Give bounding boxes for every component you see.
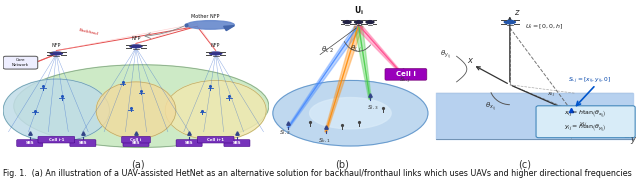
Text: $\theta_{l,j}$: $\theta_{l,j}$ bbox=[351, 43, 362, 55]
Ellipse shape bbox=[3, 79, 109, 142]
Text: Core
Network: Core Network bbox=[12, 58, 29, 67]
FancyBboxPatch shape bbox=[122, 136, 150, 143]
Text: $S_{l,3}$: $S_{l,3}$ bbox=[367, 104, 378, 112]
Ellipse shape bbox=[504, 20, 515, 24]
Ellipse shape bbox=[310, 98, 391, 129]
FancyBboxPatch shape bbox=[70, 140, 96, 146]
Text: x: x bbox=[467, 56, 472, 65]
Text: Backhaul: Backhaul bbox=[78, 28, 99, 36]
Text: NFP: NFP bbox=[131, 36, 141, 41]
Text: Cell i-1: Cell i-1 bbox=[49, 138, 64, 142]
Text: (b): (b) bbox=[335, 159, 349, 169]
Ellipse shape bbox=[96, 82, 176, 139]
Text: NFP: NFP bbox=[52, 43, 61, 48]
Ellipse shape bbox=[355, 21, 362, 23]
Ellipse shape bbox=[186, 21, 234, 29]
Text: y: y bbox=[630, 135, 636, 144]
Text: Fig. 1.  (a) An illustration of a UAV-assisted HetNet as an alternative solution: Fig. 1. (a) An illustration of a UAV-ass… bbox=[3, 169, 632, 178]
Text: (c): (c) bbox=[518, 159, 531, 169]
Ellipse shape bbox=[273, 80, 428, 146]
Ellipse shape bbox=[14, 65, 269, 147]
FancyBboxPatch shape bbox=[536, 106, 635, 138]
Text: $\theta_{y_{ij}}$: $\theta_{y_{ij}}$ bbox=[440, 49, 451, 61]
Polygon shape bbox=[287, 26, 363, 127]
FancyBboxPatch shape bbox=[38, 136, 75, 143]
Text: $y_{ij}$: $y_{ij}$ bbox=[579, 121, 588, 130]
Text: $x_{ij}$: $x_{ij}$ bbox=[547, 91, 555, 100]
FancyBboxPatch shape bbox=[224, 140, 250, 146]
Polygon shape bbox=[436, 93, 633, 139]
FancyBboxPatch shape bbox=[197, 136, 234, 143]
Text: SBS: SBS bbox=[185, 141, 193, 145]
Text: Cell i+1: Cell i+1 bbox=[207, 138, 224, 142]
Text: $x_{ij} = h\tan\!\left(\theta_{x_{ij}}\right)$: $x_{ij} = h\tan\!\left(\theta_{x_{ij}}\r… bbox=[564, 109, 607, 121]
Text: $S_{i,j}=[x_{ij},y_{ij},0]$: $S_{i,j}=[x_{ij},y_{ij},0]$ bbox=[568, 76, 611, 86]
Polygon shape bbox=[223, 26, 234, 31]
Ellipse shape bbox=[165, 80, 266, 140]
Text: $y_{ij} = h\tan\!\left(\theta_{y_{ij}}\right)$: $y_{ij} = h\tan\!\left(\theta_{y_{ij}}\r… bbox=[564, 123, 607, 135]
Text: $S_{k,1}$: $S_{k,1}$ bbox=[317, 136, 331, 145]
Ellipse shape bbox=[343, 21, 351, 23]
Text: SBS: SBS bbox=[26, 141, 34, 145]
Text: SBS: SBS bbox=[79, 141, 87, 145]
Text: $\theta_{l,2}$: $\theta_{l,2}$ bbox=[321, 44, 334, 54]
FancyBboxPatch shape bbox=[17, 140, 43, 146]
Text: $S_{k,j}$: $S_{k,j}$ bbox=[399, 76, 412, 86]
FancyBboxPatch shape bbox=[3, 56, 38, 69]
Ellipse shape bbox=[366, 21, 374, 23]
Text: NFP: NFP bbox=[211, 43, 220, 48]
Text: z: z bbox=[514, 8, 518, 17]
Ellipse shape bbox=[130, 45, 142, 48]
Polygon shape bbox=[324, 26, 363, 132]
Text: Mother NFP: Mother NFP bbox=[191, 14, 220, 19]
FancyBboxPatch shape bbox=[176, 140, 202, 146]
Text: $U_i = [0,0,h]$: $U_i = [0,0,h]$ bbox=[525, 22, 564, 31]
Text: Cell i: Cell i bbox=[131, 138, 141, 142]
Text: $\theta_{x_{ij}}$: $\theta_{x_{ij}}$ bbox=[485, 100, 497, 112]
Text: SBS: SBS bbox=[132, 141, 140, 145]
FancyBboxPatch shape bbox=[123, 140, 149, 146]
Text: $S_{l,2}$: $S_{l,2}$ bbox=[278, 129, 291, 137]
Text: (a): (a) bbox=[131, 159, 145, 169]
FancyBboxPatch shape bbox=[385, 69, 427, 80]
Ellipse shape bbox=[210, 52, 221, 55]
Text: Cell i: Cell i bbox=[396, 71, 416, 77]
Ellipse shape bbox=[51, 52, 62, 55]
Text: $\mathbf{U_i}$: $\mathbf{U_i}$ bbox=[354, 4, 364, 17]
Polygon shape bbox=[355, 26, 404, 75]
Polygon shape bbox=[355, 26, 371, 99]
Text: SBS: SBS bbox=[233, 141, 241, 145]
